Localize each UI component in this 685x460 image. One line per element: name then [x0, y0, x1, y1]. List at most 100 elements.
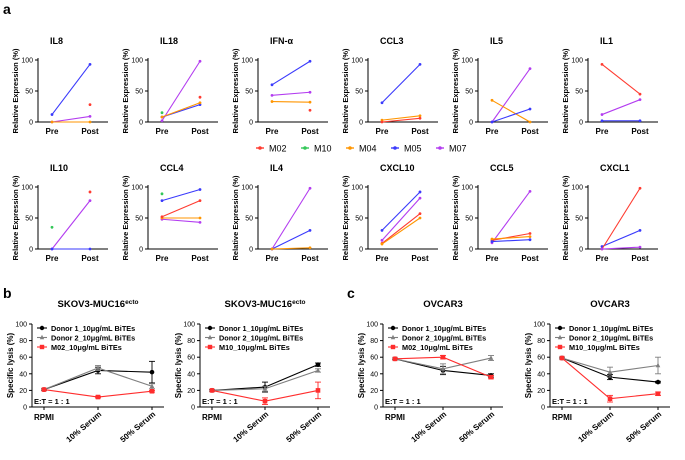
subplot-il4: IL4 0 50 100 Pre Post Relative Expression (%) [231, 163, 328, 263]
point-m02-post [528, 232, 532, 235]
y-tick-label: 50 [575, 89, 583, 96]
legend-marker [390, 344, 396, 350]
y-tick-label: 60 [19, 355, 27, 362]
data-point [655, 391, 661, 397]
series-line-m04 [491, 99, 531, 123]
y-axis-label: Specific lysis (%) [524, 332, 533, 398]
point-m02-post [638, 186, 642, 190]
subplot-ccl3: CCL3 0 50 100 Pre Post Relative Expression (%) [341, 36, 438, 136]
lysis-chart-3: OVCAR3 0 20 40 60 80 100 RPMI 10% Serum 50% Serum… [357, 299, 503, 444]
legend-marker [207, 325, 213, 331]
point-m04-pre [270, 100, 274, 103]
series-line-m05 [491, 239, 531, 243]
x-tick-label: Post [411, 127, 429, 136]
x-tick-label: 50% Serum [457, 410, 496, 445]
y-tick-label: 0 [359, 120, 363, 127]
point-m05-pre [600, 119, 604, 123]
point-m02-post [198, 199, 202, 203]
series-line-m05 [381, 63, 421, 104]
legend-label: Donor 1_10μg/mL BiTEs [51, 324, 135, 333]
y-tick-label: 100 [15, 322, 27, 329]
y-axis-label: Specific lysis (%) [6, 332, 15, 398]
data-point [262, 398, 268, 404]
y-tick-label: 50 [465, 216, 473, 223]
point-m07-post [418, 196, 422, 200]
series-line-m05 [51, 64, 91, 115]
y-tick-label: 100 [183, 322, 195, 329]
y-axis-label: Relative Expression (%) [561, 48, 570, 134]
data-point [392, 356, 398, 362]
series-line-m07 [491, 191, 531, 244]
point-m04-pre [490, 237, 494, 241]
point-m07-pre [600, 113, 604, 116]
legend-marker [557, 325, 563, 331]
point-m05-post [308, 59, 312, 63]
point-m05-pre [50, 247, 54, 251]
series-line-m02 [601, 63, 641, 95]
x-tick-label: Pre [156, 254, 169, 263]
y-tick-label: 100 [21, 185, 33, 192]
x-tick-label: 50% Serum [284, 410, 323, 445]
point-m05-post [638, 229, 642, 232]
et-ratio-annotation: E:T = 1 : 1 [552, 397, 588, 406]
point-m02-post [88, 190, 92, 194]
subplot-ccl5: CCL5 0 50 100 Pre Post Relative Expression (%) [451, 163, 548, 263]
series-line-m04 [381, 217, 421, 245]
panel-label-c: c [347, 285, 355, 301]
point-m02-post [638, 92, 642, 96]
point-m05-pre [50, 113, 54, 116]
x-tick-label: Pre [486, 127, 499, 136]
legend-marker-m02 [258, 146, 262, 150]
legend-label: Donor 2_10μg/mL BiTEs [402, 333, 486, 342]
y-tick-label: 0 [541, 405, 545, 412]
point-m05-pre [380, 229, 384, 232]
series-line-m02 [381, 213, 421, 244]
point-m04-post [198, 216, 202, 220]
y-tick-label: 50 [25, 89, 33, 96]
series-line-m04 [161, 102, 201, 118]
chart-title: SKOV3-MUC16ecto [58, 299, 139, 311]
y-tick-label: 20 [187, 388, 195, 395]
y-tick-label: 40 [19, 371, 27, 378]
y-tick-label: 0 [469, 247, 473, 254]
subplot-title: IL4 [270, 163, 283, 173]
y-tick-label: 0 [29, 247, 33, 254]
point-m02-post [418, 116, 422, 120]
legend-label: Donor 1_10μg/mL BiTEs [402, 324, 486, 333]
data-point [315, 362, 321, 367]
legend-marker [39, 325, 45, 331]
series-line-m07 [381, 197, 421, 241]
y-axis-label: Relative Expression (%) [231, 48, 240, 134]
y-tick-label: 0 [359, 247, 363, 254]
series-line-m07 [161, 60, 201, 122]
series-line-m05 [491, 108, 531, 123]
point-m02-post [308, 108, 312, 112]
y-tick-label: 100 [533, 322, 545, 329]
et-ratio-annotation: E:T = 1 : 1 [34, 397, 70, 406]
x-tick-label: Post [631, 254, 649, 263]
series-line-m04 [271, 247, 311, 250]
x-tick-label: 50% Serum [118, 410, 157, 445]
y-axis-label: Specific lysis (%) [357, 332, 366, 398]
x-tick-label: RPMI [385, 413, 405, 422]
data-point [95, 394, 101, 400]
data-point [559, 355, 565, 361]
y-axis-label: Relative Expression (%) [11, 175, 20, 261]
panel-label-a: a [3, 1, 11, 17]
y-axis-label: Relative Expression (%) [341, 175, 350, 261]
subplot-cxcl1: CXCL1 0 50 100 Pre Post Relative Expression (%… [561, 163, 658, 263]
data-point [488, 374, 494, 380]
point-m07-pre [380, 238, 384, 242]
y-axis-label: Relative Expression (%) [451, 175, 460, 261]
y-tick-label: 100 [131, 185, 143, 192]
legend-marker [557, 344, 563, 350]
series-line-m04 [491, 236, 531, 240]
data-point [655, 362, 661, 368]
y-tick-label: 60 [370, 355, 378, 362]
point-m07-post [88, 115, 92, 118]
x-tick-label: 50% Serum [624, 410, 663, 445]
x-tick-label: Pre [46, 254, 59, 263]
point-m04-post [88, 120, 92, 124]
legend-label: Donor 2_10μg/mL BiTEs [569, 333, 653, 342]
point-m07-post [308, 90, 312, 94]
